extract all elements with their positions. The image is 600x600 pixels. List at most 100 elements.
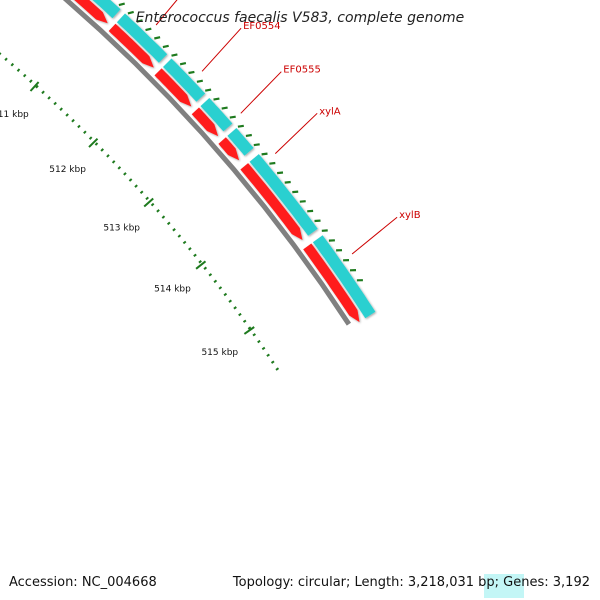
skew-mark [229, 115, 236, 119]
ruler-major-tick [143, 197, 154, 208]
skew-mark [253, 143, 260, 147]
ruler-minor-tick [275, 367, 280, 371]
skew-mark [213, 97, 220, 101]
ruler-minor-tick [193, 253, 197, 258]
gene-label: EF0554 [243, 21, 281, 32]
ruler-minor-tick [47, 96, 51, 100]
ruler-minor-tick [29, 79, 33, 83]
skew-mark [154, 36, 161, 40]
ruler-minor-tick [266, 353, 270, 357]
ruler-minor-tick [156, 209, 160, 213]
kbp-tick-label: 512 kbp [49, 165, 86, 175]
gene-forward-strand [116, 13, 168, 63]
skew-mark [188, 70, 195, 75]
gene-forward-strand [249, 154, 318, 236]
gene-coding-arrow [108, 23, 154, 68]
skew-mark [145, 27, 152, 32]
gene-callout-line [155, 0, 178, 26]
gene-forward-strand [227, 128, 254, 156]
gene-forward-strand [200, 98, 233, 132]
map-title: Enterococcus faecalis V583, complete gen… [136, 10, 465, 26]
gene-coding-arrow [74, 0, 108, 24]
ruler-minor-tick [238, 312, 242, 317]
accession-text: Accession: NC_004668 [9, 575, 157, 590]
skew-mark [299, 200, 306, 203]
gene-callout-line [201, 27, 242, 72]
skew-mark [204, 88, 212, 92]
ruler-minor-tick [10, 62, 15, 67]
ruler-minor-tick [172, 228, 176, 232]
skew-mark [127, 10, 134, 15]
skew-mark [284, 180, 291, 184]
ruler-minor-tick [145, 196, 149, 201]
gene-coding-arrow [218, 137, 240, 161]
kbp-tick-label: 515 kbp [201, 348, 238, 358]
ruler-minor-tick [218, 286, 223, 290]
ruler-minor-tick [166, 221, 171, 226]
gene-forward-strand [312, 235, 376, 319]
gene-forward-strand [92, 0, 121, 19]
ruler-minor-tick [208, 273, 213, 277]
kbp-tick-label: 513 kbp [103, 223, 140, 233]
ruler-minor-tick [117, 166, 122, 170]
skew-mark [221, 106, 228, 110]
ruler-minor-tick [228, 299, 232, 303]
gene-callout-line [240, 71, 282, 114]
skew-mark [245, 133, 252, 137]
gene-labels: EF0551EF0552EF0553EF0554EF0555xylAxylB [155, 0, 421, 255]
ruler-minor-tick [270, 360, 275, 364]
ruler-minor-tick [88, 136, 93, 140]
ruler-minor-tick [22, 73, 27, 78]
kbp-tick-label: 511 kbp [0, 110, 29, 120]
skew-mark [261, 152, 268, 156]
ruler-minor-tick [161, 215, 166, 219]
ruler-minor-tick [59, 107, 63, 111]
gene-forward-strand [163, 58, 206, 102]
skew-mark [171, 53, 178, 57]
genome-summary-text: Topology: circular; Length: 3,218,031 bp… [232, 575, 590, 590]
feature-tracks [62, 0, 376, 326]
ruler-minor-tick [128, 178, 133, 182]
ruler-minor-tick [242, 319, 247, 323]
ruler-minor-tick [188, 247, 192, 251]
ruler-minor-tick [252, 333, 256, 337]
ruler-minor-tick [123, 172, 127, 176]
skew-mark [196, 79, 204, 83]
ruler-minor-tick [100, 148, 104, 152]
gene-label: xylB [399, 210, 421, 221]
ruler-minor-tick [94, 142, 99, 146]
ruler-major-tick [88, 137, 99, 148]
ruler-minor-tick [182, 240, 187, 245]
skew-mark [237, 124, 244, 128]
kbp-tick-label: 514 kbp [154, 284, 191, 294]
ruler-minor-tick [198, 260, 202, 264]
ruler-minor-tick [203, 266, 208, 270]
ruler-minor-tick [139, 190, 144, 194]
genome-backbone [62, 0, 351, 326]
footer-highlight [484, 574, 524, 598]
ruler-minor-tick [150, 202, 155, 207]
gene-label: xylA [319, 106, 341, 117]
ruler-minor-tick [77, 124, 81, 129]
gene-coding-arrow [240, 163, 303, 240]
skew-mark [179, 62, 187, 66]
ruler-minor-tick [223, 292, 228, 297]
gene-callout-line [274, 112, 318, 154]
ruler-minor-tick [111, 160, 116, 164]
ruler-minor-tick [213, 279, 218, 284]
ruler-major-tick [195, 260, 207, 270]
ruler-minor-tick [177, 234, 182, 238]
ruler-minor-tick [233, 306, 237, 310]
gene-coding-arrow [191, 107, 219, 137]
ruler-minor-tick [106, 154, 110, 158]
skew-mark [292, 190, 299, 194]
ruler-minor-tick [261, 346, 266, 351]
ruler-major-tick [243, 326, 255, 335]
ruler-minor-tick [247, 326, 252, 330]
ruler-minor-tick [4, 57, 8, 62]
ruler-minor-tick [257, 339, 261, 344]
ruler-minor-tick [134, 184, 138, 188]
